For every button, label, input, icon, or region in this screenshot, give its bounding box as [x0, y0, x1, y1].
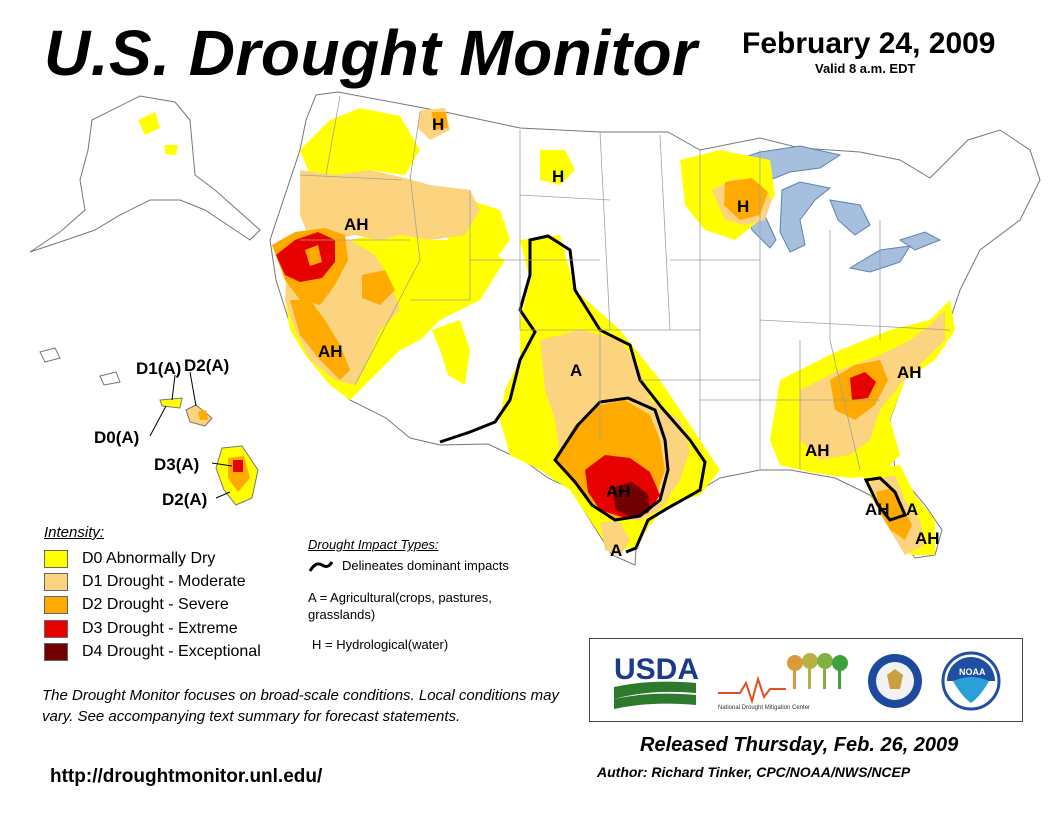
label-h-wisconsin: H [737, 197, 749, 216]
legend-swatch-d3 [44, 620, 68, 638]
hawaii-label-bigisland-east: D3(A) [154, 455, 199, 474]
intensity-title: Intensity: [44, 524, 105, 541]
impact-delineates: Delineates dominant impacts [308, 558, 509, 573]
label-ah-california: AH [318, 342, 343, 361]
legend-label-d3: D3 Drought - Extreme [82, 620, 238, 637]
map-title: U.S. Drought Monitor [44, 17, 698, 89]
d4-zone [612, 482, 650, 518]
hawaii [39, 347, 259, 506]
impact-delineates-text: Delineates dominant impacts [342, 558, 509, 573]
ndmc-logo: National Drought Mitigation Center [718, 653, 848, 711]
alaska-d0 [138, 112, 178, 155]
impact-agricultural: A = Agricultural(crops, pastures, grassl… [308, 590, 492, 622]
label-h-dakota: H [552, 167, 564, 186]
valid-time: Valid 8 a.m. EDT [815, 61, 916, 76]
legend-swatch-d2 [44, 596, 68, 614]
legend-label-d4: D4 Drought - Exceptional [82, 643, 261, 660]
legend-d0: D0 Abnormally Dry [44, 549, 215, 569]
hawaii-label-maui: D2(A) [184, 356, 229, 375]
legend-swatch-d4 [44, 643, 68, 661]
hawaii-label-kauai: D1(A) [136, 359, 181, 378]
impact-types-title: Drought Impact Types: [308, 537, 439, 552]
map-date: February 24, 2009 [742, 27, 996, 60]
author-credit: Author: Richard Tinker, CPC/NOAA/NWS/NCE… [597, 764, 911, 780]
impact-hydrological: H = Hydrological(water) [312, 637, 449, 652]
hawaii-leaders [149, 371, 233, 499]
commerce-seal [868, 654, 922, 708]
hawaii-label-oahu: D0(A) [94, 428, 139, 447]
impact-line-icon [308, 560, 334, 572]
label-ah-florida: AH [865, 500, 890, 519]
partner-logos: USDA National Drought Mitigation Center [589, 638, 1023, 722]
noaa-logo: NOAA [941, 651, 1001, 711]
label-ah-oregon: AH [344, 215, 369, 234]
ca-hole [305, 245, 322, 266]
label-a-oklahoma: A [570, 361, 582, 380]
legend-label-d0: D0 Abnormally Dry [82, 550, 216, 567]
noaa-text: NOAA [959, 667, 986, 677]
usda-logo: USDA [614, 653, 699, 709]
legend-label-d2: D2 Drought - Severe [82, 596, 229, 613]
label-ah-georgia: AH [805, 441, 830, 460]
legend-swatch-d1 [44, 573, 68, 591]
released-date: Released Thursday, Feb. 26, 2009 [640, 734, 959, 756]
legend-d3: D3 Drought - Extreme [44, 619, 238, 639]
state-borders [299, 95, 951, 471]
label-ah-carolina: AH [897, 363, 922, 382]
disclaimer-note: The Drought Monitor focuses on broad-sca… [42, 687, 559, 725]
label-ah-texas: AH [606, 482, 631, 501]
logos-svg: USDA National Drought Mitigation Center [614, 651, 1001, 711]
legend-d4: D4 Drought - Exceptional [44, 642, 261, 662]
label-h-montana: H [432, 115, 444, 134]
website-link[interactable]: http://droughtmonitor.unl.edu/ [50, 766, 323, 787]
alaska-outline [29, 95, 261, 253]
legend-swatch-d0 [44, 550, 68, 568]
legend-d1: D1 Drought - Moderate [44, 572, 246, 592]
legend-label-d1: D1 Drought - Moderate [82, 573, 246, 590]
ndmc-text: National Drought Mitigation Center [718, 705, 810, 711]
hawaii-label-bigisland-south: D2(A) [162, 490, 207, 509]
usda-text: USDA [614, 653, 699, 686]
label-a-south-texas: A [610, 541, 622, 560]
drought-map: AH AH A AH AH AH AH A A AH H H H D1(A) D… [29, 91, 1041, 566]
legend-d2: D2 Drought - Severe [44, 595, 229, 615]
label-a-florida: A [906, 500, 918, 519]
label-ah-south-florida: AH [915, 529, 940, 548]
